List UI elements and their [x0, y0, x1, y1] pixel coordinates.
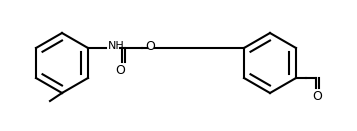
- Text: O: O: [312, 90, 322, 103]
- Text: O: O: [145, 40, 155, 53]
- Text: NH: NH: [108, 41, 125, 51]
- Text: O: O: [115, 64, 125, 77]
